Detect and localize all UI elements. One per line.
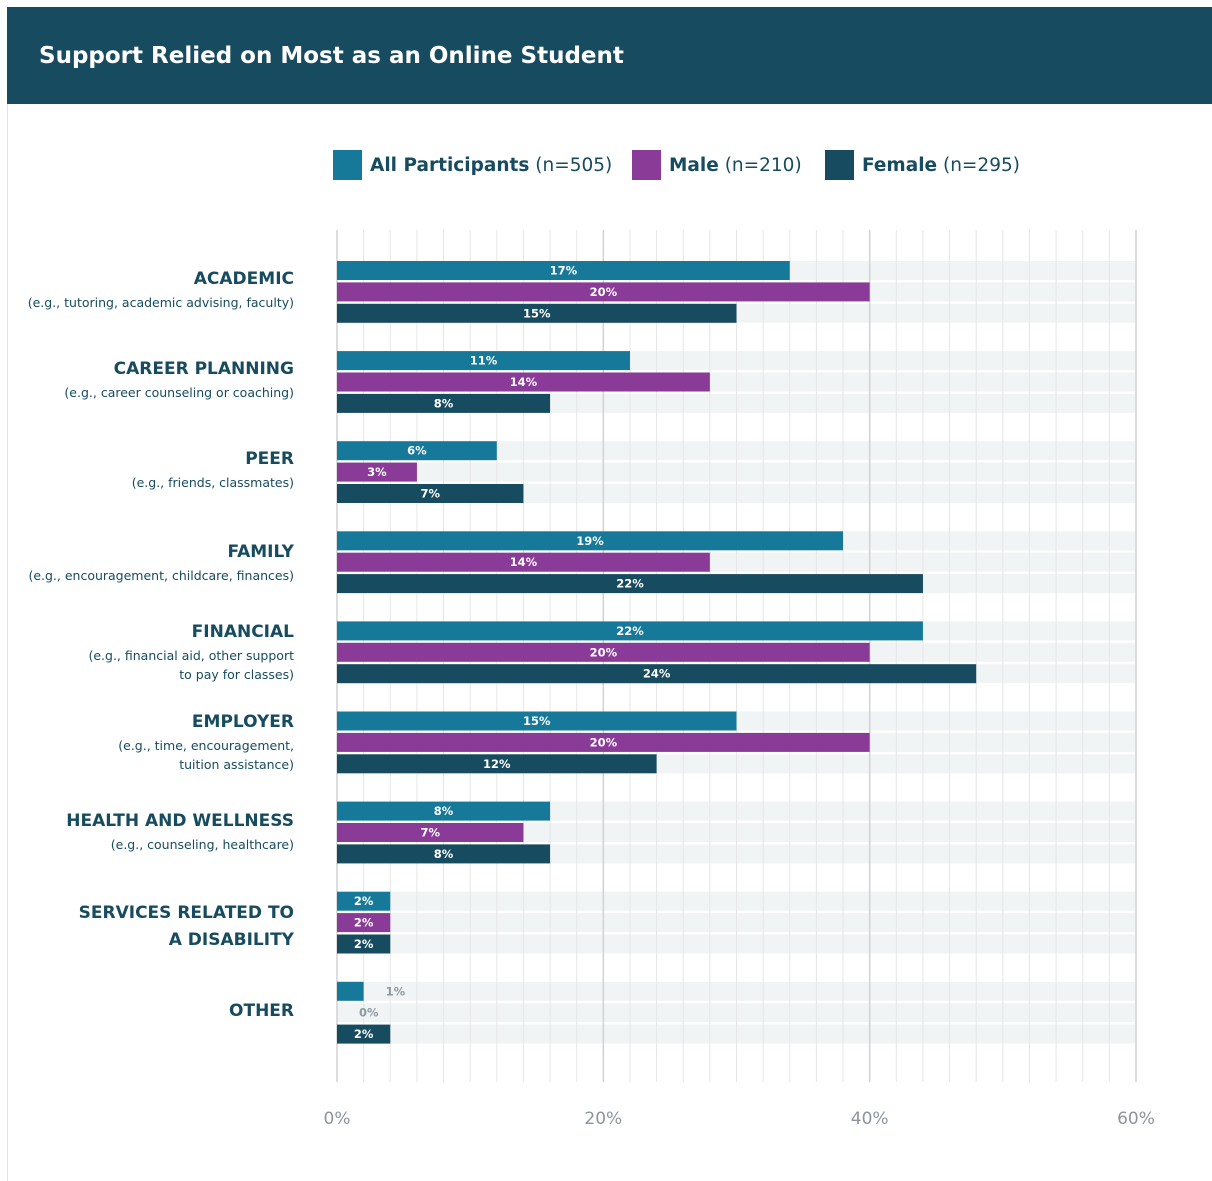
data-label: 14% — [510, 375, 538, 389]
data-label: 0% — [359, 1006, 379, 1020]
category-label-health-and-wellness: HEALTH AND WELLNESS (e.g., counseling, h… — [66, 811, 294, 852]
bar-male — [337, 462, 417, 482]
x-tick-label: 40% — [851, 1109, 889, 1129]
data-label: 7% — [420, 487, 440, 501]
data-label: 15% — [523, 714, 551, 728]
bar-female — [337, 754, 657, 774]
legend-count-female: (n=295) — [942, 155, 1020, 176]
legend-swatch-female — [825, 150, 854, 180]
data-label: 6% — [407, 444, 427, 458]
legend-label-male: Male — [669, 155, 719, 176]
bar-female — [337, 303, 737, 323]
bar-female — [337, 1024, 391, 1044]
left-border — [7, 104, 8, 1181]
x-tick-label: 60% — [1117, 1109, 1155, 1129]
bar-male — [337, 913, 391, 933]
bar-male — [337, 642, 870, 662]
data-label: 2% — [354, 1027, 374, 1041]
data-label: 8% — [434, 804, 454, 818]
data-label: 24% — [643, 667, 671, 681]
legend-count-male: (n=210) — [724, 155, 802, 176]
data-label: 22% — [616, 577, 644, 591]
bar-female — [337, 664, 977, 684]
bar-all-participants — [337, 711, 737, 731]
legend-swatch-male — [632, 150, 661, 180]
bar-female — [337, 574, 923, 594]
data-label: 8% — [434, 396, 454, 410]
bar-male — [337, 552, 710, 572]
data-label: 20% — [590, 285, 618, 299]
bar-all-participants — [337, 801, 551, 821]
category-label-academic: ACADEMIC (e.g., tutoring, academic advis… — [27, 269, 294, 310]
data-label: 8% — [434, 847, 454, 861]
bar-all-participants — [337, 531, 844, 551]
bar-male — [337, 372, 710, 392]
data-label: 22% — [616, 624, 644, 638]
data-label: 2% — [354, 937, 374, 951]
data-label: 14% — [510, 555, 538, 569]
category-label-other: OTHER — [229, 1001, 294, 1021]
bar-all-participants — [337, 261, 790, 280]
legend-label-female: Female — [862, 155, 938, 176]
category-label-family: FAMILY (e.g., encouragement, childcare, … — [28, 542, 294, 583]
data-label: 1% — [386, 984, 406, 998]
data-label: 20% — [590, 645, 618, 659]
legend-swatch-all — [333, 150, 362, 180]
chart-title: Support Relied on Most as an Online Stud… — [39, 43, 624, 69]
data-label: 2% — [354, 894, 374, 908]
bar-male — [337, 732, 870, 752]
bar-female — [337, 393, 551, 413]
category-label-disability: SERVICES RELATED TO A DISABILITY — [78, 903, 294, 950]
bar-all-participants — [337, 891, 391, 911]
chart-header: Support Relied on Most as an Online Stud… — [7, 7, 1212, 104]
category-label-peer: PEER (e.g., friends, classmates) — [131, 449, 294, 490]
data-label: 12% — [483, 757, 511, 771]
bar-male — [337, 823, 524, 842]
data-label: 11% — [470, 354, 498, 368]
category-label-financial: FINANCIAL (e.g., financial aid, other su… — [88, 622, 294, 682]
data-label: 7% — [420, 826, 440, 840]
category-label-career-planning: CAREER PLANNING (e.g., career counseling… — [64, 359, 294, 400]
data-label: 2% — [354, 916, 374, 930]
bar-female — [337, 484, 524, 503]
data-label: 3% — [367, 465, 387, 479]
bar-female — [337, 934, 391, 954]
data-label: 20% — [590, 735, 618, 749]
legend-label-all: All Participants — [370, 155, 530, 176]
bar-all-participants — [337, 351, 630, 371]
x-tick-label: 0% — [324, 1109, 351, 1129]
bar-all-participants — [337, 441, 497, 461]
legend-count-all: (n=505) — [535, 155, 613, 176]
data-label: 15% — [523, 306, 551, 320]
bar-male — [337, 282, 870, 302]
data-label: 19% — [576, 534, 604, 548]
bar-all-participants — [337, 621, 923, 641]
category-label-employer: EMPLOYER (e.g., time, encouragement, tui… — [118, 712, 294, 772]
bar-female — [337, 844, 551, 864]
x-tick-label: 20% — [584, 1109, 622, 1129]
bar-all-participants — [337, 981, 364, 1001]
data-label: 17% — [550, 264, 578, 278]
